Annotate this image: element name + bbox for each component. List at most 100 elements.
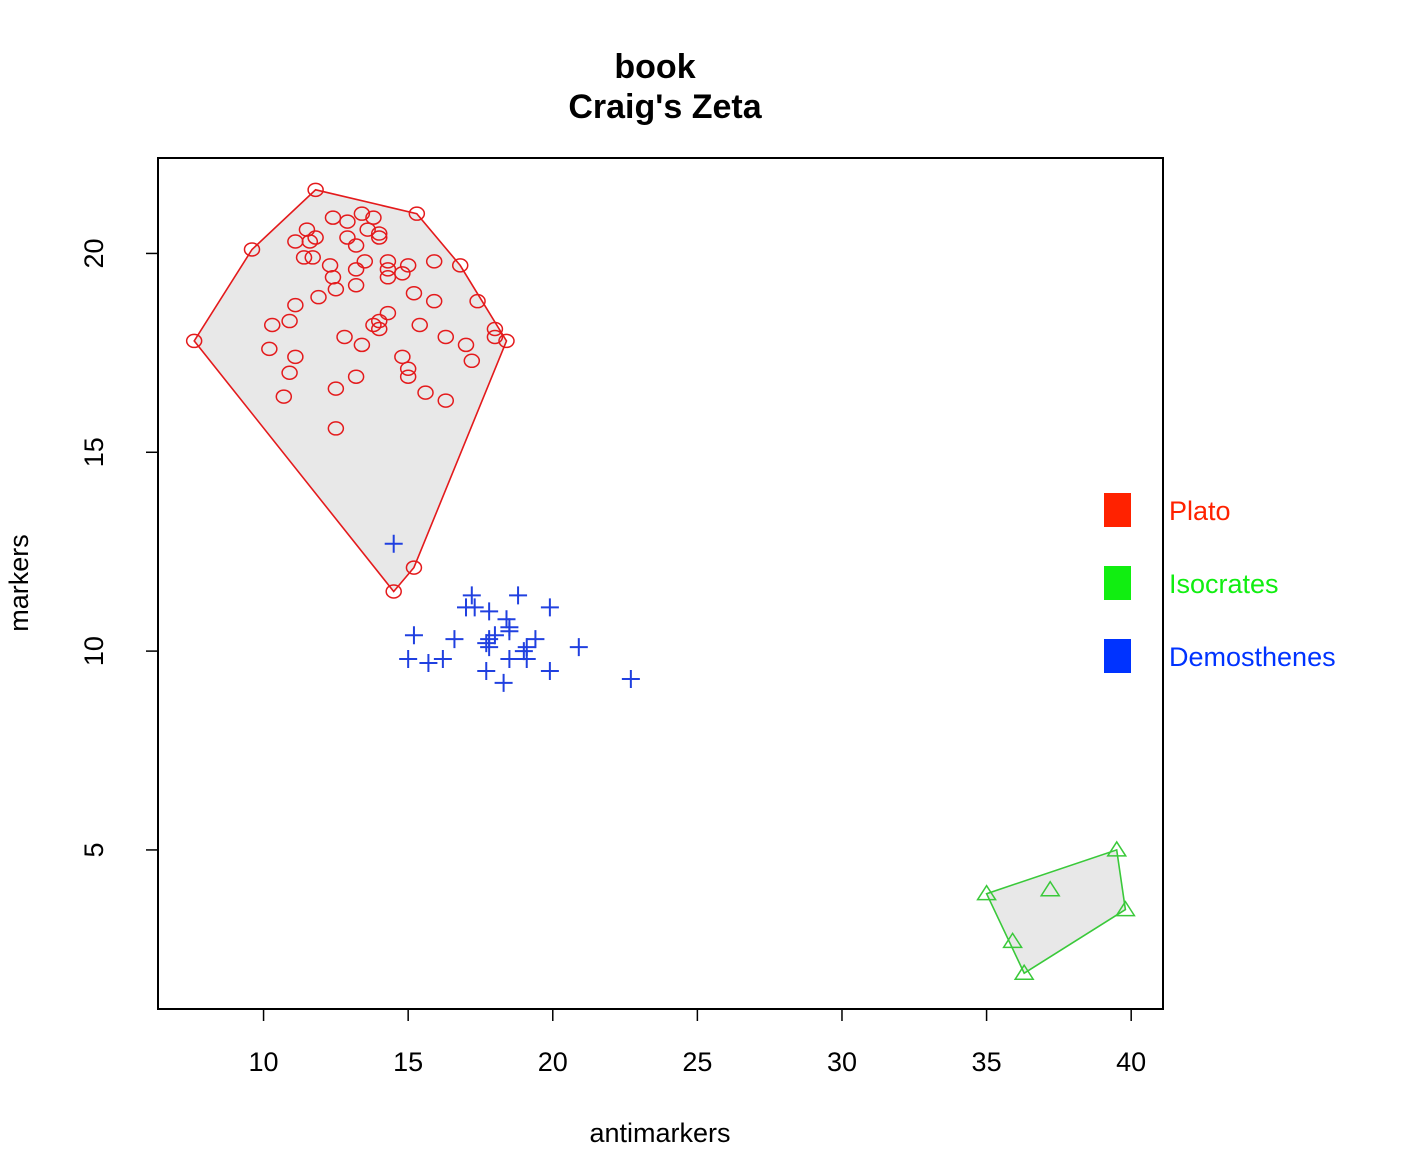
plato-point [486,329,504,345]
isocrates-point [976,884,997,901]
chart-title-line-2: Craig's Zeta [568,88,762,126]
plato-point [379,254,397,269]
plato-point [469,293,486,309]
x-tick-label: 20 [538,1047,568,1077]
legend-swatch-plato [1104,493,1131,527]
demosthenes-point [399,650,418,669]
plato-point [327,421,345,436]
isocrates-hull [985,848,1127,975]
legend-label-plato: Plato [1169,496,1231,526]
plato-point [405,285,423,301]
x-tick-label: 15 [393,1047,423,1077]
plato-point [324,210,342,225]
plato-point [486,321,504,337]
demosthenes-point [480,602,499,621]
y-tick-label: 15 [79,437,109,467]
plato-point [327,381,345,396]
demosthenes-point [404,626,423,645]
plato-point [356,254,374,269]
legend-swatch-demosthenes [1104,639,1131,673]
plato-point [394,266,411,281]
plato-point [463,353,481,369]
chart-title-line-1: book [614,48,695,86]
plato-point [451,258,469,273]
plato-point [399,369,417,384]
plato-point [347,238,365,253]
demosthenes-point [569,638,588,657]
plato-point [399,361,417,377]
x-tick-label: 10 [249,1047,279,1077]
plato-point [347,278,365,293]
plato-point [425,254,443,269]
demosthenes-point [419,654,438,673]
plato-point [370,230,388,245]
demosthenes-point [514,642,533,661]
plato-point [307,182,324,198]
plato-point [498,333,515,349]
plato-point [379,305,397,321]
plato-point [263,317,281,333]
demosthenes-point [480,638,499,657]
demosthenes-point [517,650,536,669]
demosthenes-point [526,630,545,649]
hull-layer [193,188,1127,975]
legend-swatch-isocrates [1104,566,1131,600]
plato-point [385,584,402,599]
legend-label-isocrates: Isocrates [1169,569,1279,599]
plato-point [370,313,388,329]
demosthenes-point [465,598,484,617]
plato-point [281,365,298,380]
plato-point [275,389,293,404]
y-tick-label: 10 [79,636,109,666]
plato-point [243,242,261,257]
y-axis: 5 10 15 20 [79,238,159,857]
demosthenes-point [433,650,452,669]
plato-point [347,369,365,384]
plato-point [287,349,304,365]
isocrates-point [1039,880,1061,897]
demosthenes-point [445,630,464,649]
isocrates-point [1002,932,1023,949]
points-layer [185,182,1136,980]
isocrates-point [1106,840,1128,857]
demosthenes-point [485,626,504,645]
demosthenes-point [494,673,513,692]
plato-point [304,250,321,265]
plato-point [417,385,434,400]
plato-point [339,214,356,229]
plato-point [295,250,313,265]
plato-point [370,321,388,337]
demosthenes-point [621,669,640,688]
isocrates-point [1013,963,1035,980]
demosthenes-point [477,661,496,680]
x-axis: 10 15 20 25 30 35 40 [249,1008,1146,1077]
plato-point [365,317,382,333]
isocrates-point [1115,900,1136,917]
plato-point [399,258,417,273]
plato-point [287,297,304,313]
plato-point [365,210,382,225]
plato-point [379,262,397,277]
plato-point [359,222,376,237]
plato-point [347,262,365,277]
plato-point [327,281,345,297]
demosthenes-point [497,610,516,629]
plato-point [353,206,371,221]
demosthenes-point [477,634,496,653]
legend: Plato Isocrates Demosthenes [1104,493,1336,673]
x-tick-label: 35 [972,1047,1002,1077]
plato-point [281,313,298,329]
demosthenes-point [462,586,481,605]
x-axis-label: antimarkers [589,1118,730,1148]
demosthenes-point [540,598,559,617]
plato-point [301,234,319,249]
demosthenes-point [540,661,559,680]
plato-point [411,317,428,333]
plato-point [437,393,455,408]
plato-point [405,560,423,575]
plato-point [185,333,203,349]
y-axis-label: markers [4,534,34,632]
demosthenes-point [509,586,528,605]
legend-label-demosthenes: Demosthenes [1169,642,1336,672]
plato-point [379,270,397,285]
